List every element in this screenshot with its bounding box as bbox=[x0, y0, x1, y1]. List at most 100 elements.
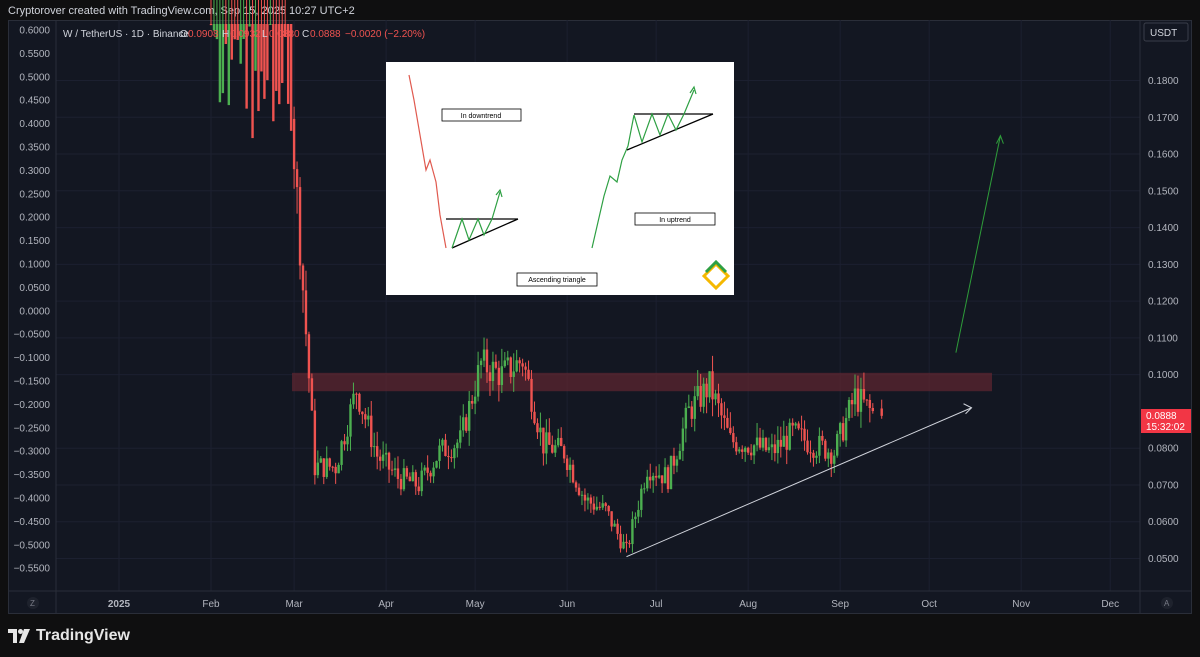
candle-body bbox=[482, 349, 486, 361]
candle-body bbox=[749, 452, 753, 456]
high-value: 0.0932 bbox=[230, 29, 261, 40]
close-label: C bbox=[302, 29, 309, 40]
footer bbox=[0, 617, 1200, 657]
candle-body bbox=[705, 383, 708, 398]
candle-body bbox=[470, 401, 474, 404]
candle-body bbox=[263, 24, 266, 99]
time-scale: 2025 Feb Mar Apr May Jun Jul Aug Sep Oct Nov Dec bbox=[108, 599, 1119, 610]
candle-body bbox=[580, 494, 584, 496]
candle-body bbox=[830, 452, 833, 464]
candlestick-series bbox=[209, 0, 883, 553]
candle-body bbox=[800, 428, 803, 430]
candle-body bbox=[476, 365, 480, 397]
right-price-scale: 0.1800 0.1700 0.1600 0.1500 0.1400 0.1300 0.12… bbox=[1148, 76, 1179, 565]
candle-body bbox=[548, 432, 551, 445]
uptrend-label-box bbox=[634, 212, 716, 226]
right-tick-label: 0.1300 bbox=[1148, 260, 1179, 271]
candle-body bbox=[215, 24, 219, 40]
candle-body bbox=[625, 541, 628, 544]
candle-body bbox=[868, 399, 872, 408]
attribution-text: Cryptorover created with TradingView.com… bbox=[8, 5, 355, 17]
candle-body bbox=[824, 440, 827, 459]
candle-body bbox=[711, 371, 714, 400]
candle-body bbox=[358, 393, 361, 412]
candle-body bbox=[844, 418, 848, 441]
candle-body bbox=[835, 433, 839, 456]
candle-body bbox=[251, 24, 254, 139]
time-tick-label: Jun bbox=[559, 599, 575, 610]
candle-body bbox=[818, 435, 821, 456]
auto-scale-button[interactable] bbox=[1161, 597, 1173, 609]
candle-body bbox=[453, 448, 456, 459]
candle-body bbox=[367, 415, 370, 420]
uptrend-breakout-arrow bbox=[689, 85, 697, 95]
time-tick-label: Aug bbox=[739, 599, 757, 610]
candle-body bbox=[595, 506, 599, 510]
candle-body bbox=[571, 464, 575, 483]
candle-body bbox=[518, 360, 521, 364]
candle-body bbox=[426, 467, 429, 473]
candle-body bbox=[408, 476, 412, 482]
candle-body bbox=[660, 475, 664, 484]
left-tick-label: 0.2500 bbox=[19, 189, 50, 200]
candle-body bbox=[444, 439, 447, 457]
candle-body bbox=[669, 455, 673, 490]
candle-body bbox=[770, 444, 774, 448]
candle-body bbox=[405, 468, 409, 477]
candle-body bbox=[281, 24, 284, 83]
candle-body bbox=[423, 467, 426, 471]
candle-body bbox=[767, 447, 771, 451]
left-tick-label: −0.4000 bbox=[14, 494, 51, 505]
projection-arrowhead bbox=[995, 134, 1004, 144]
left-tick-label: −0.5500 bbox=[14, 564, 51, 575]
candle-body bbox=[723, 415, 726, 418]
candle-body bbox=[530, 378, 533, 412]
candle-body bbox=[500, 366, 504, 385]
candle-body bbox=[785, 435, 788, 450]
candle-body bbox=[447, 456, 450, 458]
candle-body bbox=[411, 472, 415, 482]
last-price-tag bbox=[1141, 409, 1191, 433]
candle-body bbox=[527, 369, 530, 379]
time-tick-label: Oct bbox=[921, 599, 937, 610]
candle-body bbox=[791, 422, 794, 426]
candle-body bbox=[616, 523, 619, 534]
left-tick-label: 0.4500 bbox=[19, 96, 50, 107]
tradingview-logo[interactable]: TradingView bbox=[8, 625, 130, 647]
timezone-label: Z bbox=[30, 599, 35, 608]
candle-body bbox=[375, 446, 379, 457]
open-label: O bbox=[180, 29, 188, 40]
candle-body bbox=[746, 447, 750, 453]
timezone-button[interactable] bbox=[27, 597, 39, 609]
candle-body-last bbox=[880, 408, 883, 416]
candle-body bbox=[871, 407, 875, 412]
candle-body bbox=[441, 439, 444, 446]
candle-body bbox=[462, 417, 465, 431]
candle-body bbox=[554, 445, 557, 453]
candle-body bbox=[337, 464, 340, 474]
candle-body bbox=[340, 441, 343, 465]
candle-body bbox=[370, 415, 373, 448]
candle-body bbox=[663, 467, 667, 484]
candle-body bbox=[610, 511, 613, 527]
candle-body bbox=[743, 447, 747, 452]
right-tick-label: 0.0600 bbox=[1148, 517, 1179, 528]
time-tick-label: May bbox=[466, 599, 485, 610]
candle-body bbox=[732, 433, 735, 443]
candle-body bbox=[850, 399, 854, 405]
candle-body bbox=[634, 516, 637, 520]
candle-body bbox=[577, 487, 581, 495]
candle-body bbox=[257, 24, 260, 112]
candle-body bbox=[752, 445, 756, 456]
candle-body bbox=[491, 361, 495, 382]
left-tick-label: 0.1000 bbox=[19, 260, 50, 271]
currency-button[interactable] bbox=[1143, 22, 1189, 42]
candle-body bbox=[450, 457, 453, 459]
candle-body bbox=[557, 437, 560, 446]
candle-body bbox=[524, 366, 527, 370]
candle-body bbox=[646, 476, 649, 489]
tradingview-brand: TradingView bbox=[36, 627, 130, 644]
candle-body bbox=[402, 468, 406, 490]
candle-body bbox=[325, 458, 328, 477]
